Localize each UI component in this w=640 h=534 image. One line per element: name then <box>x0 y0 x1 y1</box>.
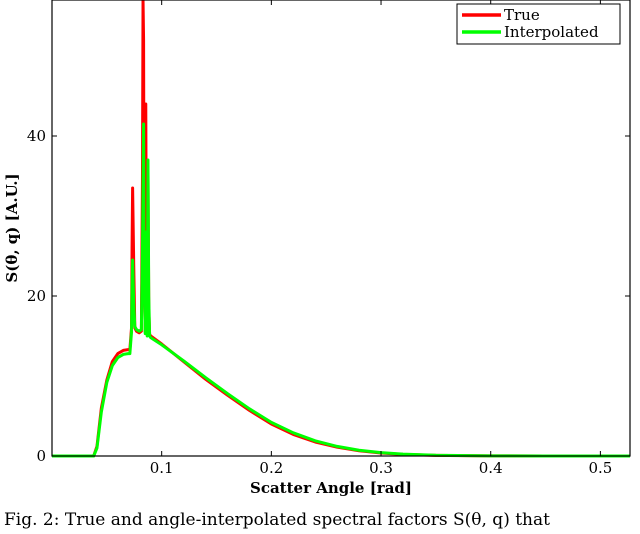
legend-box <box>456 3 621 45</box>
y-tick-label: 20 <box>27 287 46 305</box>
x-tick-label: 0.5 <box>588 459 612 477</box>
series-line-interpolated <box>52 122 630 458</box>
legend-label-true: True <box>504 6 540 24</box>
series-layer <box>52 0 630 458</box>
x-tick-label: 0.3 <box>369 459 393 477</box>
x-axis-label: Scatter Angle [rad] <box>250 479 412 497</box>
x-tick-label: 0.4 <box>479 459 503 477</box>
series-line-true <box>52 0 630 458</box>
x-tick-label: 0.1 <box>150 459 174 477</box>
legend: True Interpolated <box>456 3 621 45</box>
y-tick-label: 0 <box>36 447 46 465</box>
line-chart: 0.1 0.2 0.3 0.4 0.5 0 20 40 Scatter Angle [rad]… <box>3 0 631 497</box>
legend-label-interpolated: Interpolated <box>504 23 599 41</box>
ticks-layer: 0.1 0.2 0.3 0.4 0.5 0 20 40 <box>27 0 630 477</box>
axes-frame <box>51 0 631 457</box>
figure-caption: Fig. 2: True and angle-interpolated spec… <box>4 510 550 530</box>
x-tick-label: 0.2 <box>259 459 283 477</box>
y-axis-label: S(θ, q) [A.U.] <box>3 173 21 282</box>
y-tick-label: 40 <box>27 127 46 145</box>
